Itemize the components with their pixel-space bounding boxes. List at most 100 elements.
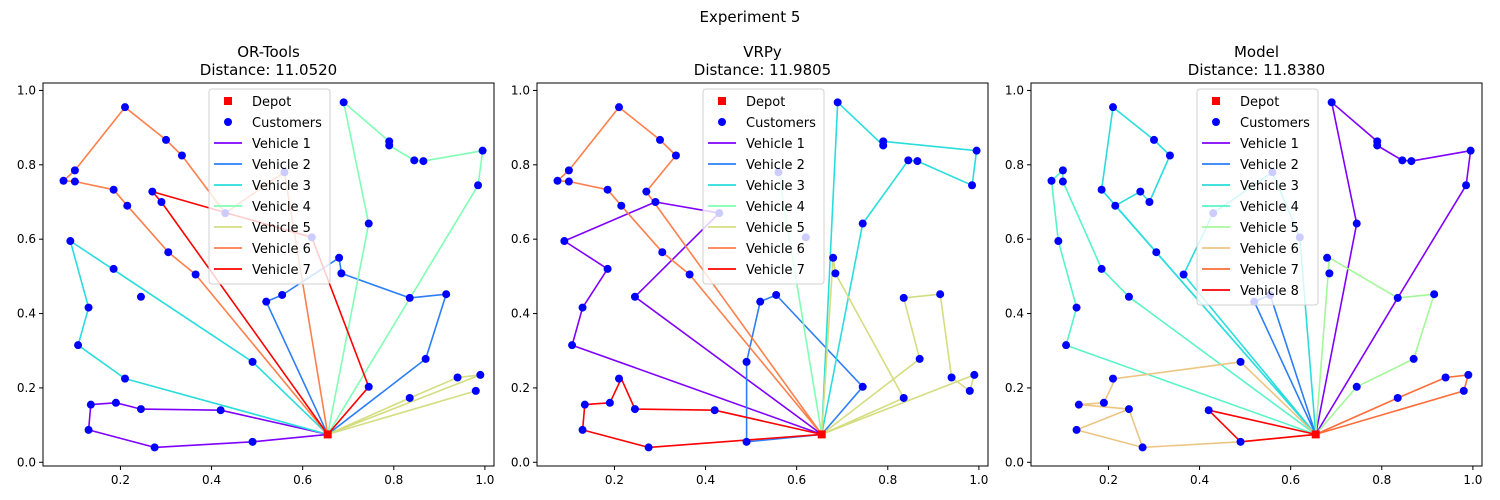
customer-point	[904, 156, 913, 165]
customer-point	[121, 103, 129, 112]
figure-title: Experiment 5	[700, 8, 801, 26]
customer-point	[248, 437, 257, 446]
customer-point	[471, 386, 480, 395]
x-tick-label: 0.8	[878, 473, 897, 487]
x-tick-label: 0.4	[202, 473, 221, 487]
customer-point	[671, 151, 680, 160]
customer-point	[1236, 437, 1245, 446]
chart-title: OR-Tools	[237, 43, 300, 61]
legend-customers-label: Customers	[1240, 116, 1310, 131]
customer-point	[1407, 157, 1416, 166]
customer-point	[603, 264, 612, 273]
customer-point	[1204, 406, 1213, 415]
route-line-vehicle-5	[326, 374, 482, 436]
customer-point	[148, 187, 157, 196]
customer-point	[656, 135, 664, 144]
customer-point	[111, 398, 120, 407]
customer-point	[74, 341, 83, 350]
customer-point	[1327, 98, 1336, 107]
customer-point	[615, 103, 623, 112]
customer-point	[829, 253, 838, 262]
y-tick-label: 0.2	[1005, 381, 1024, 395]
legend-vehicle-1-label: Vehicle 1	[252, 137, 311, 152]
legend-vehicle-4-label: Vehicle 4	[746, 200, 805, 215]
legend-vehicle-5-label: Vehicle 5	[252, 221, 311, 236]
customer-point	[1393, 393, 1402, 402]
axes-frame	[536, 82, 989, 467]
customer-point	[756, 297, 765, 306]
customer-point	[603, 185, 612, 194]
x-tick-label: 0.6	[1281, 473, 1300, 487]
customer-point	[1466, 146, 1475, 155]
customer-point	[1138, 443, 1147, 452]
legend-vehicle-5-label: Vehicle 5	[746, 221, 805, 236]
customer-point	[385, 141, 394, 150]
customer-point	[1074, 400, 1083, 409]
route-line-vehicle-1	[1314, 101, 1472, 435]
route-line-vehicle-8	[1207, 409, 1316, 443]
route-line-vehicle-6	[1075, 361, 1317, 449]
customer-point	[1398, 156, 1407, 165]
customer-point	[1459, 386, 1468, 395]
customer-point	[1054, 237, 1063, 246]
legend: Depot Customers Vehicle 1 Vehicle 2 Vehicle …	[208, 88, 331, 285]
customer-point	[858, 219, 867, 228]
customer-point	[560, 237, 569, 246]
customer-point	[410, 156, 419, 165]
customer-point	[157, 197, 166, 206]
customer-point	[164, 248, 173, 257]
route-line-vehicle-7	[581, 377, 822, 449]
customer-point	[913, 157, 922, 166]
legend-box	[208, 88, 331, 285]
legend-customers-swatch	[1212, 118, 1220, 126]
customer-point	[1373, 141, 1382, 150]
y-tick-label: 0.6	[511, 232, 530, 246]
y-tick-label: 0.6	[1005, 232, 1024, 246]
customer-point	[1352, 382, 1361, 391]
y-tick-label: 0.4	[17, 307, 36, 321]
customer-point	[278, 290, 287, 299]
legend-depot-label: Depot	[1240, 95, 1279, 110]
legend-vehicle-2-label: Vehicle 2	[746, 158, 805, 173]
customer-point	[59, 176, 68, 185]
legend-depot-label: Depot	[252, 95, 291, 110]
chart-subtitle: Distance: 11.0520	[200, 61, 337, 79]
depot-marker	[1311, 430, 1320, 439]
customer-point	[191, 270, 200, 279]
customer-point	[1109, 103, 1117, 112]
y-tick-label: 0.4	[1005, 307, 1024, 321]
x-tick-label: 0.2	[1099, 473, 1118, 487]
customer-point	[70, 166, 79, 175]
legend-customers-swatch	[718, 118, 726, 126]
customer-point	[1047, 176, 1056, 185]
customer-point	[177, 151, 186, 160]
x-tick-label: 0.8	[1372, 473, 1391, 487]
customer-point	[879, 141, 888, 150]
legend-vehicle-7-label: Vehicle 7	[1240, 263, 1299, 278]
axes-frame	[1030, 82, 1483, 467]
customer-point	[742, 437, 751, 446]
customer-point	[1145, 197, 1154, 206]
customer-point	[858, 382, 867, 391]
customer-point	[109, 264, 118, 273]
customer-point	[630, 405, 639, 414]
legend-vehicle-7-label: Vehicle 7	[746, 263, 805, 278]
customer-point	[1352, 219, 1361, 228]
legend-vehicle-3-label: Vehicle 3	[746, 179, 805, 194]
x-tick-label: 1.0	[969, 473, 988, 487]
y-tick-label: 0.8	[511, 158, 530, 172]
customer-point	[685, 270, 694, 279]
x-tick-label: 1.0	[1463, 473, 1482, 487]
customer-point	[630, 292, 639, 301]
customer-point	[405, 293, 414, 302]
customer-point	[899, 293, 908, 302]
customer-point	[578, 303, 587, 312]
customer-point	[405, 393, 414, 402]
customer-point	[578, 425, 587, 434]
customer-point	[615, 374, 623, 383]
customer-point	[150, 443, 159, 452]
legend-vehicle-2-label: Vehicle 2	[1240, 158, 1299, 173]
route-line-vehicle-3	[820, 101, 978, 435]
